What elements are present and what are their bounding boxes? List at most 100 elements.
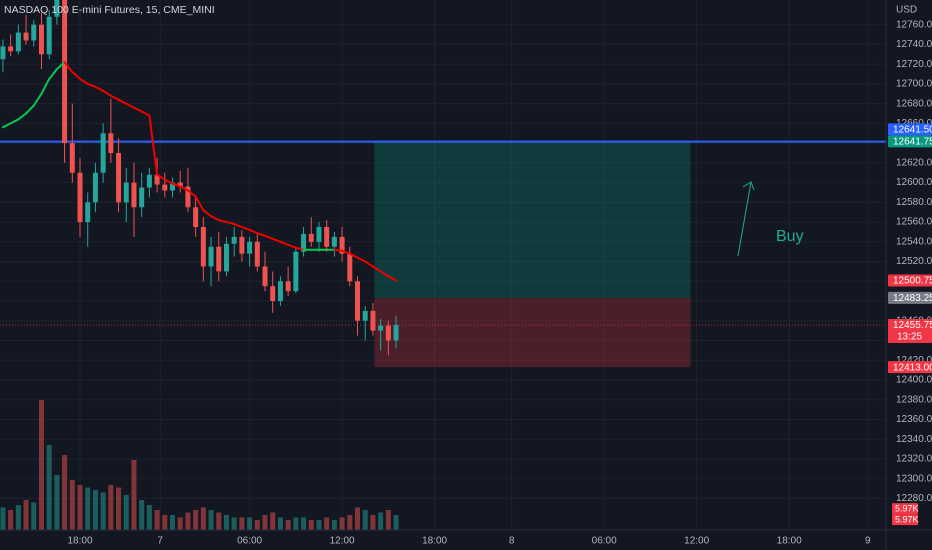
volume-bar (146, 505, 152, 530)
candle-body (339, 236, 345, 254)
candle-body (38, 24, 44, 55)
volume-bar (62, 455, 68, 530)
axes: 12280.00 12300.00 12320.00 12340.00 12360.00… (67, 19, 932, 546)
plot-area (0, 0, 886, 530)
y-tick-label: 12740.00 (896, 39, 932, 50)
price-label-box (888, 123, 932, 136)
candle-body (54, 0, 60, 17)
candle-body (285, 281, 291, 292)
volume-bar (200, 507, 206, 530)
moving-average (364, 260, 374, 268)
moving-average (25, 104, 35, 115)
volume-bar (0, 507, 6, 530)
y-tick-label: 12340.00 (896, 434, 932, 445)
volume-bar (38, 400, 44, 530)
candle-body (100, 133, 106, 173)
annotation: Buy (776, 228, 804, 245)
candle-body (200, 227, 206, 267)
price-label: 12500.75 (893, 276, 932, 287)
candle-body (185, 186, 191, 208)
volume-bar (92, 490, 98, 530)
price-label-box (888, 135, 932, 148)
candle-body (162, 184, 168, 191)
candle-body (0, 46, 6, 60)
arrow-shaft (737, 181, 752, 257)
volume-bar (77, 485, 83, 530)
candle-body (15, 32, 21, 52)
moving-average (217, 219, 228, 224)
candle-body (46, 16, 52, 55)
x-tick-label: 18:00 (777, 536, 802, 547)
volume-label: 5.97K (895, 503, 919, 513)
candle-body (277, 281, 283, 302)
candle-body (216, 246, 222, 272)
moving-average (271, 237, 282, 243)
y-tick-label: 12600.00 (896, 177, 932, 188)
moving-average (63, 61, 74, 74)
y-tick-label: 12420.00 (896, 355, 932, 366)
stop-zone (374, 297, 691, 368)
volume-bar (123, 495, 129, 530)
moving-average (102, 89, 112, 97)
candle-body (247, 241, 253, 254)
price-label: 12641.75 (893, 137, 932, 148)
candle-body (208, 246, 214, 267)
candle-body (77, 172, 83, 223)
y-tick-label: 12680.00 (896, 98, 932, 109)
x-tick-label: 12:00 (684, 536, 709, 547)
moving-average (171, 182, 182, 188)
chart-title: NASDAQ 100 E-mini Futures, 15, CME_MINI (4, 4, 215, 16)
moving-average (140, 110, 151, 117)
volume-bar (223, 515, 229, 530)
moving-average (109, 94, 120, 101)
moving-average (279, 240, 290, 246)
volume-bar (31, 502, 37, 530)
moving-average (240, 226, 251, 231)
y-tick-label: 12700.00 (896, 79, 932, 90)
volume-bar (285, 520, 291, 530)
moving-average (333, 248, 344, 252)
y-tick-label: 12380.00 (896, 394, 932, 405)
moving-average (132, 106, 143, 113)
moving-average (71, 71, 82, 80)
candle-body (223, 243, 229, 272)
volume-bar (308, 520, 314, 530)
price-label: 12641.50 (893, 125, 932, 136)
volume-bar (254, 520, 260, 530)
y-tick-label: 12300.00 (896, 473, 932, 484)
moving-average (40, 77, 51, 95)
volume-bar (385, 510, 391, 530)
candle-body (362, 310, 368, 321)
volume-bar (247, 517, 253, 530)
y-tick-label: 12720.00 (896, 59, 932, 70)
countdown: 13:25 (897, 332, 922, 343)
candle-body (301, 233, 307, 252)
x-tick-label: 8 (509, 536, 515, 547)
x-tick-label: 18:00 (67, 536, 92, 547)
candle-body (69, 143, 75, 173)
moving-average (371, 265, 382, 273)
volume-bar (100, 492, 106, 530)
candle-body (62, 0, 68, 144)
volume-bar (170, 515, 176, 530)
y-tick-label: 12560.00 (896, 217, 932, 228)
candle-body (355, 281, 361, 321)
moving-average (233, 223, 243, 229)
y-tick-label: 12280.00 (896, 493, 932, 504)
moving-average (341, 249, 351, 255)
candle-body (170, 182, 176, 191)
moving-average (9, 118, 20, 125)
moving-average (17, 112, 28, 121)
volume-bar (231, 517, 237, 530)
candle-body (254, 241, 260, 267)
moving-average (287, 243, 297, 249)
volume-bar (331, 520, 337, 530)
price-label-box (888, 274, 932, 287)
volume-bar (324, 517, 330, 530)
volume-bar (378, 512, 384, 530)
candle-body (331, 236, 337, 247)
